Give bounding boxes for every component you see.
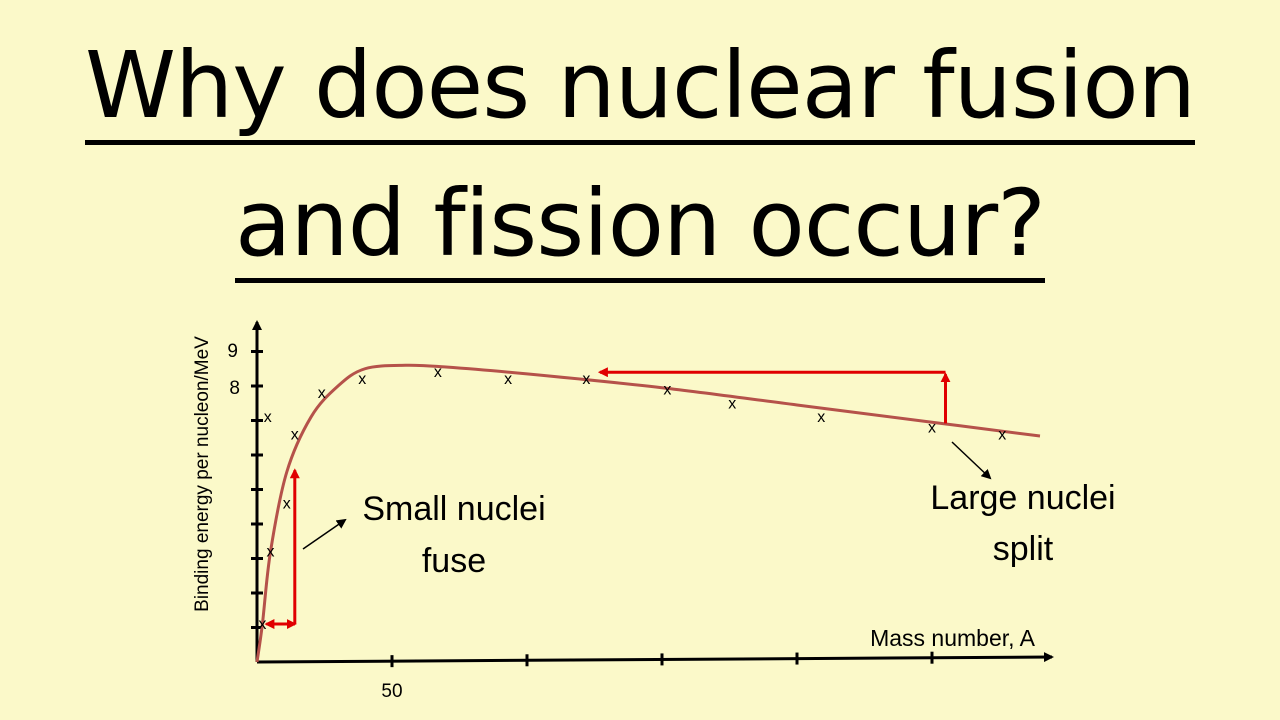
- data-point-marker: x: [582, 371, 590, 388]
- x-axis: [256, 652, 1054, 664]
- x-tick-label-50: 50: [381, 681, 402, 702]
- arrow-layer: [264, 367, 992, 630]
- curve-layer: [255, 363, 1041, 663]
- data-point-marker: x: [928, 419, 936, 436]
- y-tick-label-8: 8: [229, 378, 240, 399]
- fission-pointer-arrow: [951, 441, 992, 480]
- fusion-pointer-arrow: [302, 518, 347, 550]
- fission-label-line-1: Large nuclei: [930, 479, 1115, 517]
- data-points: x x x x x x x x x x x x x x x: [258, 364, 1006, 633]
- data-point-marker: x: [663, 381, 671, 398]
- x-axis-label: Mass number, A: [870, 625, 1036, 651]
- binding-energy-curve: [255, 363, 1041, 663]
- data-point-marker: x: [817, 409, 825, 426]
- label-layer: Binding energy per nucleon/MeV Mass numb…: [192, 336, 1116, 702]
- data-point-marker: x: [358, 371, 366, 388]
- fusion-label-line-1: Small nuclei: [362, 490, 545, 528]
- title-line-1-text: Why does nuclear fusion: [84, 40, 1196, 145]
- data-point-marker: x: [998, 426, 1006, 443]
- title-line-1: Why does nuclear fusion: [0, 40, 1280, 145]
- data-point-marker: x: [318, 385, 326, 402]
- data-point-marker: x: [258, 616, 266, 633]
- data-point-marker: x: [291, 426, 299, 443]
- y-axis-label: Binding energy per nucleon/MeV: [192, 336, 213, 612]
- data-point-marker: x: [283, 495, 291, 512]
- data-point-marker: x: [267, 544, 275, 561]
- data-point-marker: x: [264, 409, 272, 426]
- data-point-marker: x: [434, 364, 442, 381]
- data-point-marker: x: [504, 371, 512, 388]
- fusion-label-line-2: fuse: [422, 542, 486, 580]
- title-line-2: and fission occur?: [0, 178, 1280, 283]
- axes: [251, 320, 1054, 668]
- y-tick-label-9: 9: [227, 341, 238, 362]
- fission-label-line-2: split: [993, 530, 1054, 568]
- title-line-2-text: and fission occur?: [235, 178, 1046, 283]
- data-point-marker: x: [728, 395, 736, 412]
